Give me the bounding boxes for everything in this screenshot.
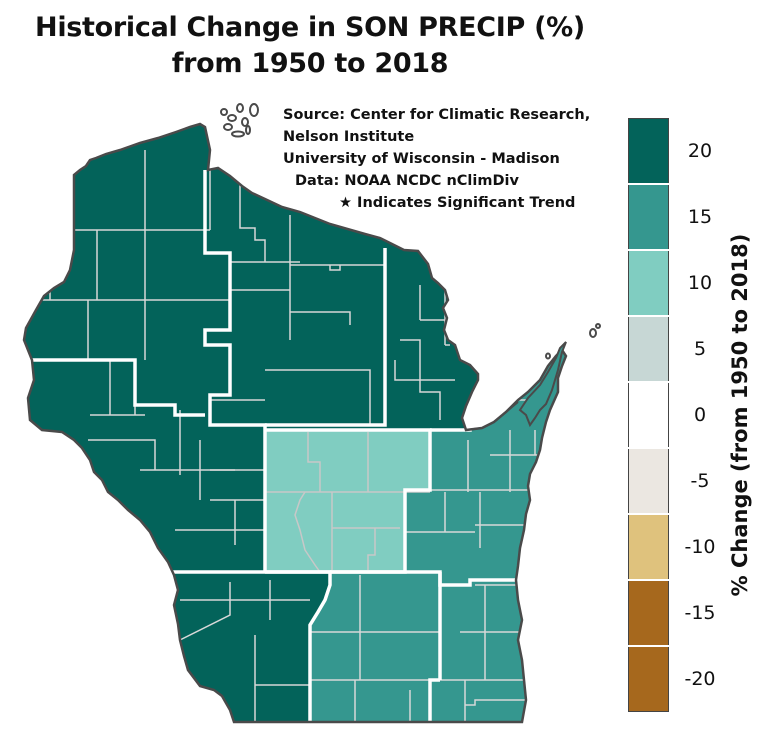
legend-swatch-15 [628, 185, 669, 249]
legend-tick: 15 [687, 206, 713, 228]
legend-swatch-5 [628, 317, 669, 381]
legend-swatch-neg10 [628, 515, 669, 579]
legend-tick: 10 [687, 272, 713, 294]
source-line-1: Source: Center for Climatic Research, [283, 107, 591, 123]
legend-tick: -15 [684, 602, 716, 624]
legend-tick: 5 [693, 338, 707, 360]
green-bay-shore [465, 401, 519, 431]
legend-swatch-neg20 [628, 647, 669, 712]
legend-swatch-0 [628, 383, 669, 447]
apostle-islands [220, 103, 259, 138]
legend-swatch-neg15 [628, 581, 669, 645]
legend-tick: 0 [693, 404, 707, 426]
legend-swatch-10 [628, 251, 669, 315]
source-line-2: Nelson Institute [283, 129, 415, 145]
legend-tick: -10 [684, 536, 716, 558]
legend-tick: -5 [690, 470, 710, 492]
source-line-4: Data: NOAA NCDC nClimDiv [295, 173, 519, 189]
map-title: Historical Change in SON PRECIP (%) from… [0, 10, 620, 82]
color-legend [628, 118, 669, 712]
significance-note: ★ Indicates Significant Trend [339, 195, 576, 211]
title-line-1: Historical Change in SON PRECIP (%) [35, 12, 585, 43]
legend-swatch-neg5 [628, 449, 669, 513]
legend-axis-label: % Change (from 1950 to 2018) [728, 233, 752, 597]
county-lines [24, 150, 555, 722]
legend-tick: -20 [684, 668, 716, 690]
source-line-3: University of Wisconsin - Madison [283, 151, 560, 167]
door-peninsula [518, 341, 567, 428]
source-notes: Source: Center for Climatic Research, Ne… [283, 104, 590, 214]
door-islands [545, 323, 601, 360]
division-east-central [405, 300, 566, 572]
title-line-2: from 1950 to 2018 [171, 48, 449, 79]
division-central [265, 430, 430, 572]
legend-swatch-20 [628, 118, 669, 183]
legend-tick: 20 [687, 140, 713, 162]
